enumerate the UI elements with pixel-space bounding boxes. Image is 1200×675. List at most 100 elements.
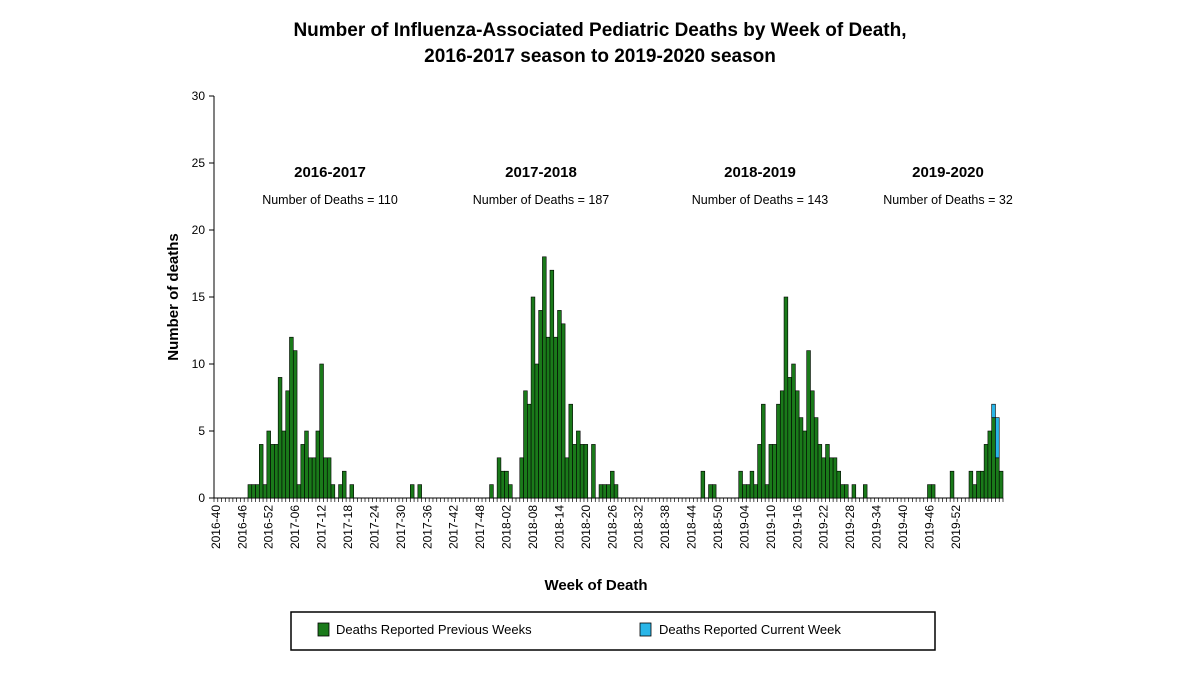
y-tick-label: 20 xyxy=(192,223,206,237)
x-tick-label: 2017-06 xyxy=(288,505,302,549)
x-tick-label: 2016-52 xyxy=(262,505,276,549)
bar-previous-weeks xyxy=(787,377,792,499)
x-tick-label: 2019-40 xyxy=(896,505,910,549)
chart-title-line1: Number of Influenza-Associated Pediatric… xyxy=(293,20,906,41)
bar-previous-weeks xyxy=(262,484,268,499)
season-death-count: Number of Deaths = 110 xyxy=(262,193,398,207)
bar-previous-weeks xyxy=(821,457,826,499)
x-axis-title: Week of Death xyxy=(544,577,647,594)
x-tick-label: 2018-38 xyxy=(658,505,672,549)
bar-previous-weeks xyxy=(802,430,807,499)
bar-previous-weeks xyxy=(708,484,713,499)
bar-previous-weeks xyxy=(523,390,528,499)
bar-previous-weeks xyxy=(610,470,615,499)
bar-previous-weeks xyxy=(259,444,264,499)
x-tick-label: 2018-08 xyxy=(526,505,540,549)
legend-label-current-week: Deaths Reported Current Week xyxy=(659,622,841,637)
bar-previous-weeks xyxy=(768,444,774,499)
season-death-count: Number of Deaths = 32 xyxy=(883,193,1013,207)
bar-previous-weeks xyxy=(972,484,977,499)
bar-previous-weeks xyxy=(606,484,611,499)
x-tick-label: 2018-44 xyxy=(685,505,699,549)
legend: Deaths Reported Previous Weeks Deaths Re… xyxy=(290,611,936,651)
x-tick-label: 2018-02 xyxy=(500,505,514,549)
bar-previous-weeks xyxy=(806,350,811,499)
bar-previous-weeks xyxy=(764,484,770,499)
bar-previous-weeks xyxy=(508,484,513,499)
bar-previous-weeks xyxy=(613,484,619,499)
x-tick-label: 2017-42 xyxy=(447,505,461,549)
bar-previous-weeks xyxy=(330,484,336,499)
bar-previous-weeks xyxy=(795,390,800,499)
bar-previous-weeks xyxy=(417,484,422,499)
bar-previous-weeks xyxy=(561,323,566,499)
bar-previous-weeks xyxy=(519,457,524,499)
bar-previous-weeks xyxy=(251,484,256,499)
x-tick-label: 2018-20 xyxy=(579,505,593,549)
x-tick-label: 2016-46 xyxy=(235,505,249,549)
bar-previous-weeks xyxy=(266,430,271,499)
y-tick-label: 15 xyxy=(192,290,206,304)
x-tick-label: 2019-52 xyxy=(949,505,963,549)
bar-previous-weeks xyxy=(836,470,841,499)
bar-previous-weeks xyxy=(553,336,558,499)
bar-previous-weeks xyxy=(311,457,317,499)
bar-previous-weeks xyxy=(308,457,313,499)
bar-previous-weeks xyxy=(326,457,332,499)
y-tick-label: 30 xyxy=(192,89,206,103)
x-tick-label: 2019-34 xyxy=(870,505,884,549)
y-tick-label: 10 xyxy=(192,357,206,371)
bar-previous-weeks xyxy=(542,256,547,499)
x-tick-label: 2018-14 xyxy=(552,505,566,549)
season-death-count: Number of Deaths = 143 xyxy=(692,193,829,207)
x-tick-label: 2018-26 xyxy=(605,505,619,549)
y-axis: 0 5 10 15 20 25 30 xyxy=(192,89,215,505)
bar-current-week xyxy=(995,417,1000,459)
x-tick-label: 2019-28 xyxy=(843,505,857,549)
bar-previous-weeks xyxy=(791,363,796,499)
bar-previous-weeks xyxy=(783,296,789,499)
bar-previous-weeks xyxy=(489,484,494,499)
bar-previous-weeks xyxy=(342,470,347,499)
x-tick-label: 2017-18 xyxy=(341,505,355,549)
bar-previous-weeks xyxy=(825,444,830,499)
bar-previous-weeks xyxy=(583,444,589,499)
bar-previous-weeks xyxy=(281,430,287,499)
x-axis: 2016-40 2016-46 2016-52 2017-06 2017-12 2017-… xyxy=(209,497,1004,549)
bar-previous-weeks xyxy=(832,457,838,499)
bar-previous-weeks xyxy=(779,390,785,499)
x-tick-label: 2018-32 xyxy=(632,505,646,549)
bar-previous-weeks xyxy=(568,403,573,499)
bar-previous-weeks xyxy=(983,444,989,499)
x-tick-label: 2019-04 xyxy=(737,505,751,549)
bar-previous-weeks xyxy=(564,457,570,499)
bar-previous-weeks xyxy=(987,430,992,499)
bar-previous-weeks xyxy=(496,457,502,499)
x-tick-label: 2018-50 xyxy=(711,505,725,549)
bar-previous-weeks xyxy=(761,403,766,499)
bar-previous-weeks xyxy=(319,363,324,499)
bar-previous-weeks xyxy=(742,484,747,499)
bar-previous-weeks xyxy=(998,470,1004,499)
bar-previous-weeks xyxy=(757,444,762,499)
bar-previous-weeks xyxy=(817,444,823,499)
bar-previous-weeks xyxy=(304,430,309,499)
x-tick-label: 2019-16 xyxy=(790,505,804,549)
bar-previous-weeks xyxy=(829,457,834,499)
bar-previous-weeks xyxy=(798,417,804,499)
y-tick-label: 25 xyxy=(192,156,206,170)
bar-previous-weeks xyxy=(863,484,868,499)
bar-previous-weeks xyxy=(949,470,955,499)
season-label: 2018-2019 xyxy=(724,164,796,181)
bar-previous-weeks xyxy=(598,484,604,499)
bar-previous-weeks xyxy=(534,363,539,499)
y-tick-label: 5 xyxy=(198,424,205,438)
bar-previous-weeks xyxy=(296,484,302,499)
bar-previous-weeks xyxy=(538,310,543,499)
bar-previous-weeks xyxy=(285,390,290,499)
bar-previous-weeks xyxy=(323,457,328,499)
bar-previous-weeks xyxy=(247,484,253,499)
bar-previous-weeks xyxy=(410,484,415,499)
bar-previous-weeks xyxy=(745,484,751,499)
